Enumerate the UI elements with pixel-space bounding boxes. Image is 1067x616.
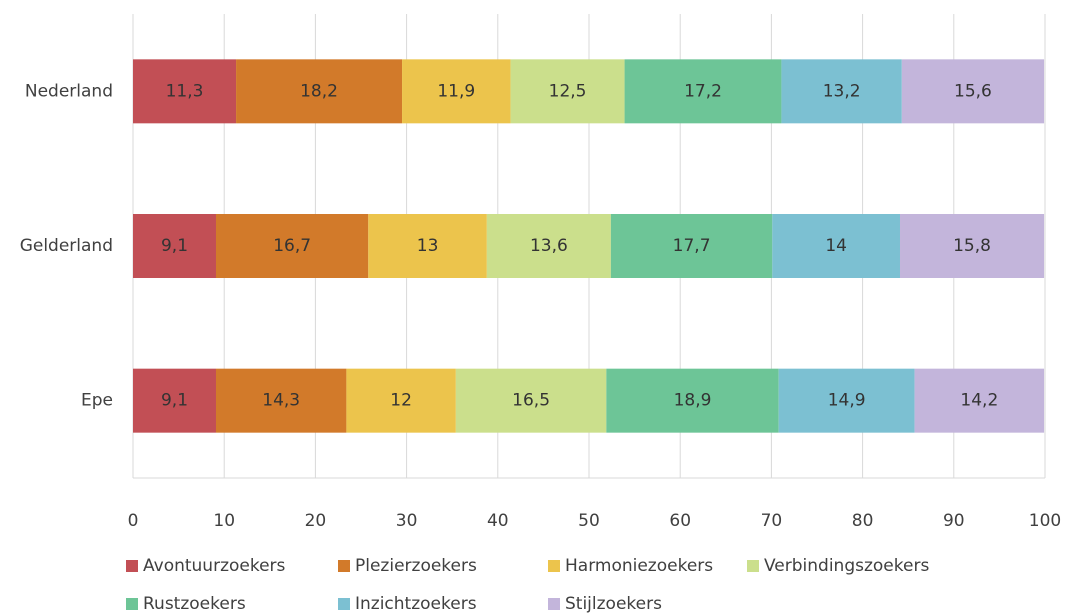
data-label: 12	[390, 391, 412, 411]
bar-segment	[899, 214, 1045, 278]
bar-segment	[914, 368, 1045, 433]
bar-segment	[368, 214, 487, 278]
data-label: 17,2	[684, 81, 722, 101]
legend-label: Inzichtzoekers	[355, 594, 477, 614]
x-tick-label: 70	[761, 511, 783, 531]
legend-swatch	[126, 598, 138, 610]
legend-label: Verbindingszoekers	[764, 556, 929, 576]
bar-segment	[772, 214, 900, 278]
legend-swatch	[548, 598, 560, 610]
legend-swatch	[747, 560, 759, 572]
data-label: 17,7	[673, 236, 711, 256]
bar-segment	[778, 368, 915, 433]
bar-segment	[455, 368, 607, 433]
bar-segment	[901, 59, 1045, 124]
bar-segment	[133, 214, 216, 278]
legend-swatch	[126, 560, 138, 572]
data-label: 14,9	[828, 391, 866, 411]
x-tick-label: 20	[305, 511, 327, 531]
bar-segment	[781, 59, 902, 124]
legend-swatch	[548, 560, 560, 572]
data-label: 15,8	[953, 236, 991, 256]
data-label: 11,3	[166, 81, 204, 101]
y-tick-label: Nederland	[25, 81, 113, 101]
data-label: 13	[417, 236, 439, 256]
legend-label: Rustzoekers	[143, 594, 246, 614]
data-label: 13,6	[530, 236, 568, 256]
x-tick-label: 40	[487, 511, 509, 531]
bar-segment	[133, 59, 237, 124]
data-label: 12,5	[549, 81, 587, 101]
x-tick-label: 0	[128, 511, 139, 531]
data-label: 11,9	[437, 81, 475, 101]
x-tick-label: 60	[669, 511, 691, 531]
bar-segment	[402, 59, 511, 124]
bar-segment	[133, 368, 216, 433]
legend-label: Plezierzoekers	[355, 556, 477, 576]
data-label: 18,2	[300, 81, 338, 101]
legend-label: Harmoniezoekers	[565, 556, 713, 576]
data-label: 14,2	[960, 391, 998, 411]
data-label: 9,1	[161, 391, 188, 411]
y-tick-label: Gelderland	[20, 236, 113, 256]
data-label: 15,6	[954, 81, 992, 101]
legend-swatch	[338, 598, 350, 610]
legend-label: Stijlzoekers	[565, 594, 662, 614]
bar-segment	[510, 59, 625, 124]
data-label: 16,7	[273, 236, 311, 256]
bar-segment	[346, 368, 456, 433]
x-tick-label: 80	[852, 511, 874, 531]
x-tick-label: 50	[578, 511, 600, 531]
bar-segment	[215, 368, 347, 433]
x-tick-label: 10	[213, 511, 235, 531]
bar-segment	[215, 214, 369, 278]
legend-swatch	[338, 560, 350, 572]
data-label: 18,9	[674, 391, 712, 411]
data-label: 14	[825, 236, 847, 256]
bar-segment	[606, 368, 779, 433]
data-label: 14,3	[262, 391, 300, 411]
y-tick-label: Epe	[81, 391, 113, 411]
bar-segment	[236, 59, 403, 124]
data-label: 13,2	[823, 81, 861, 101]
bar-segment	[610, 214, 773, 278]
data-label: 9,1	[161, 236, 188, 256]
data-label: 16,5	[512, 391, 550, 411]
x-tick-label: 90	[943, 511, 965, 531]
legend-label: Avontuurzoekers	[143, 556, 286, 576]
bar-segment	[624, 59, 782, 124]
x-tick-label: 30	[396, 511, 418, 531]
bar-segment	[486, 214, 611, 278]
x-tick-label: 100	[1029, 511, 1061, 531]
